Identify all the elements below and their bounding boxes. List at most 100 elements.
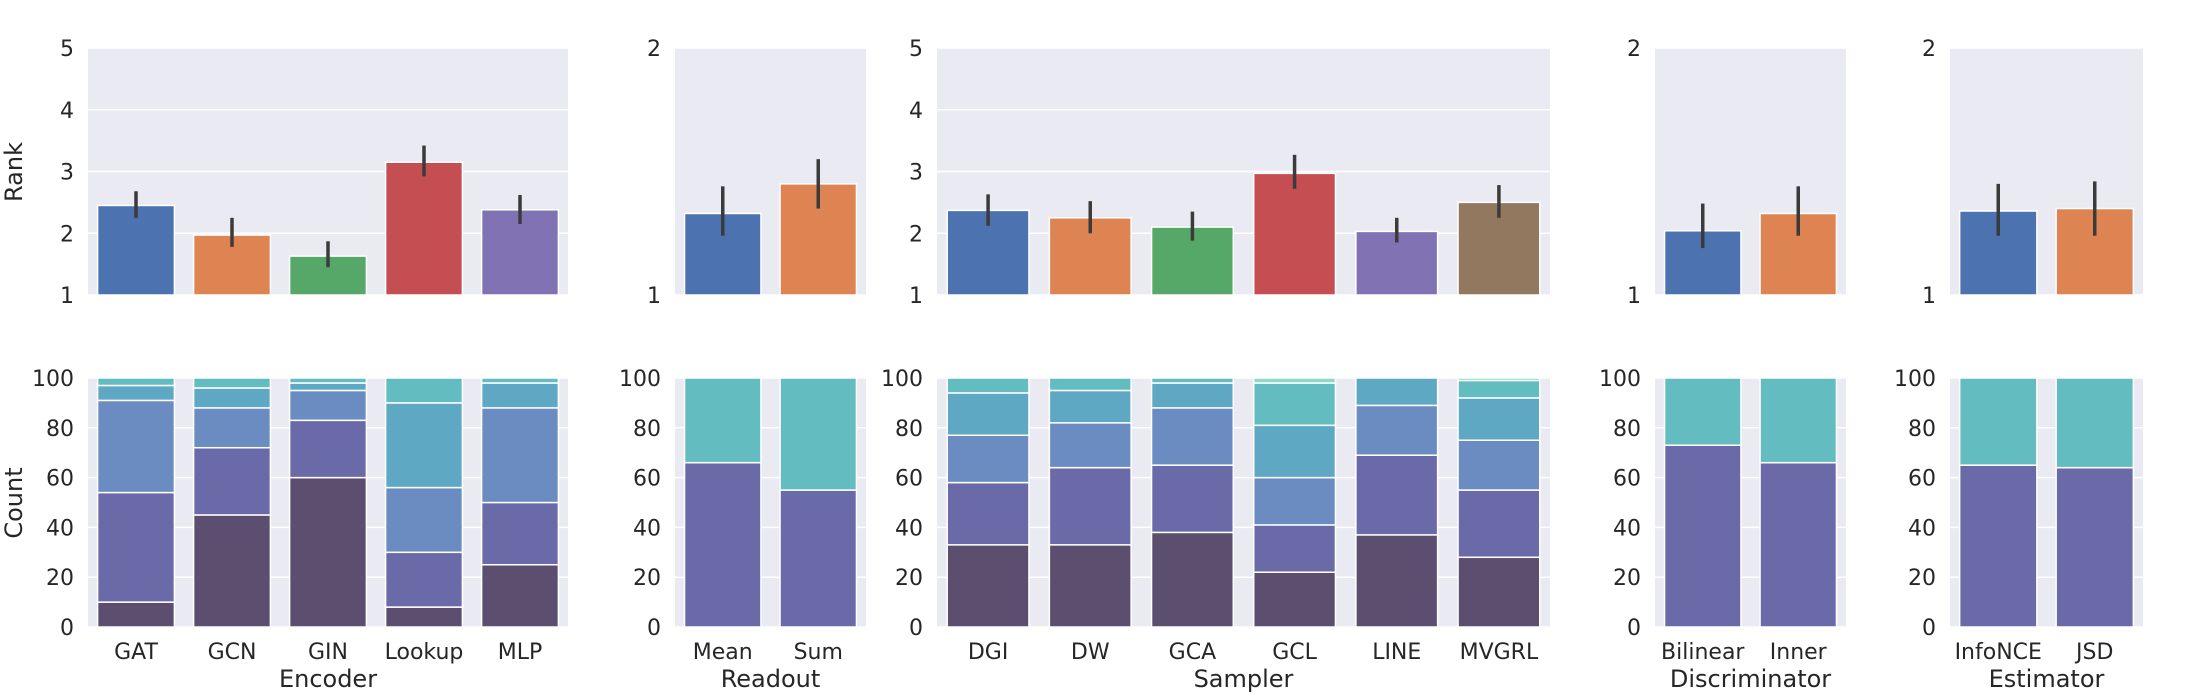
x-tick-label-infonce: InfoNCE	[1955, 640, 2042, 665]
count-tick-label: 40	[633, 516, 661, 541]
count-segment-dgi	[946, 544, 1030, 628]
x-tick-label-mlp: MLP	[498, 640, 543, 665]
panel-encoder: 1 2 3 4 5 0 20 40 60 80 100 GAT GCN GIN Lookup MLP Encod…	[32, 37, 568, 693]
count-segment-gat	[96, 399, 176, 494]
count-tick-label: 20	[633, 566, 661, 591]
count-segment-dw	[1048, 422, 1132, 469]
count-segment-gin	[288, 476, 368, 628]
count-segment-gca	[1150, 377, 1235, 384]
x-tick-label-gcl: GCL	[1272, 640, 1317, 665]
count-segment-jsd	[2055, 466, 2135, 628]
count-segment-mvgrl	[1457, 489, 1541, 559]
count-segment-gca	[1150, 407, 1235, 466]
rank-tick-label: 3	[909, 161, 923, 186]
count-tick-label: 40	[895, 516, 923, 541]
count-segment-lookup	[384, 402, 464, 489]
count-tick-label: 80	[46, 417, 74, 442]
count-segment-dw	[1048, 544, 1132, 628]
count-segment-gcn	[192, 514, 272, 628]
count-tick-label: 60	[1908, 467, 1936, 492]
rank-tick-label: 1	[1627, 284, 1641, 309]
count-segment-gin	[288, 419, 368, 479]
x-tick-label-jsd: JSD	[2074, 640, 2113, 665]
rank-tick-label: 2	[1922, 37, 1936, 62]
count-tick-label: 40	[46, 516, 74, 541]
count-segment-gcn	[192, 407, 272, 449]
count-segment-mlp	[480, 407, 560, 504]
rank-bar-lookup	[384, 161, 464, 296]
count-segment-gin	[288, 377, 368, 384]
count-segment-lookup	[384, 551, 464, 608]
rank-bar-gat	[96, 204, 176, 296]
count-tick-label: 0	[1627, 616, 1641, 641]
count-tick-label: 0	[647, 616, 661, 641]
count-segment-gin	[288, 389, 368, 422]
count-segment-sum	[779, 489, 858, 628]
count-segment-gcl	[1252, 382, 1337, 427]
count-segment-lookup	[384, 377, 464, 404]
count-segment-gat	[96, 384, 176, 402]
x-tick-label-gin: GIN	[308, 640, 348, 665]
count-segment-gcl	[1252, 377, 1337, 384]
x-tick-label-gca: GCA	[1169, 640, 1216, 665]
count-segment-gcn	[192, 387, 272, 409]
rank-bar-gcl	[1252, 172, 1337, 296]
count-tick-label: 100	[881, 367, 923, 392]
count-tick-label: 100	[619, 367, 661, 392]
x-tick-label-dw: DW	[1071, 640, 1110, 665]
count-segment-inner	[1759, 461, 1838, 628]
x-tick-label-lookup: Lookup	[385, 640, 464, 665]
rank-tick-label: 1	[647, 284, 661, 309]
count-y-axis-label: Count	[0, 467, 28, 538]
x-axis-label-estimator: Estimator	[1989, 665, 2105, 693]
count-segment-gat	[96, 491, 176, 603]
count-segment-dgi	[946, 392, 1030, 437]
rank-tick-label: 5	[60, 37, 74, 62]
rank-tick-label: 5	[909, 37, 923, 62]
count-tick-label: 40	[1613, 516, 1641, 541]
rank-y-axis-label: Rank	[0, 142, 28, 202]
count-tick-label: 60	[633, 467, 661, 492]
count-tick-label: 20	[1613, 566, 1641, 591]
count-segment-gat	[96, 601, 176, 628]
count-tick-label: 20	[46, 566, 74, 591]
x-tick-label-inner: Inner	[1770, 640, 1828, 665]
count-segment-dw	[1048, 389, 1132, 424]
rank-tick-label: 2	[60, 222, 74, 247]
count-segment-gcl	[1252, 476, 1337, 526]
x-tick-label-gcn: GCN	[208, 640, 257, 665]
count-segment-mvgrl	[1457, 556, 1541, 628]
x-axis-label-encoder: Encoder	[279, 665, 377, 693]
count-tick-label: 60	[46, 467, 74, 492]
count-tick-label: 80	[1613, 417, 1641, 442]
rank-tick-label: 1	[909, 284, 923, 309]
rank-tick-label: 3	[60, 161, 74, 186]
count-segment-mvgrl	[1457, 377, 1541, 382]
count-segment-gcl	[1252, 424, 1337, 479]
x-tick-label-dgi: DGI	[968, 640, 1008, 665]
x-tick-label-bilinear: Bilinear	[1661, 640, 1745, 665]
count-segment-mlp	[480, 377, 560, 384]
rank-tick-label: 1	[1922, 284, 1936, 309]
count-tick-label: 80	[895, 417, 923, 442]
x-tick-label-gat: GAT	[114, 640, 158, 665]
count-segment-gca	[1150, 531, 1235, 628]
count-tick-label: 40	[1908, 516, 1936, 541]
count-segment-dgi	[946, 377, 1030, 394]
count-segment-gat	[96, 377, 176, 387]
count-segment-gcl	[1252, 524, 1337, 573]
count-segment-mean	[683, 377, 762, 464]
count-tick-label: 100	[32, 367, 74, 392]
count-segment-dgi	[946, 434, 1030, 484]
count-segment-bilinear	[1663, 444, 1742, 628]
count-segment-dgi	[946, 481, 1030, 546]
count-tick-label: 80	[1908, 417, 1936, 442]
count-tick-label: 80	[633, 417, 661, 442]
count-segment-line	[1355, 404, 1439, 456]
count-segment-jsd	[2055, 377, 2135, 469]
count-segment-gin	[288, 382, 368, 392]
